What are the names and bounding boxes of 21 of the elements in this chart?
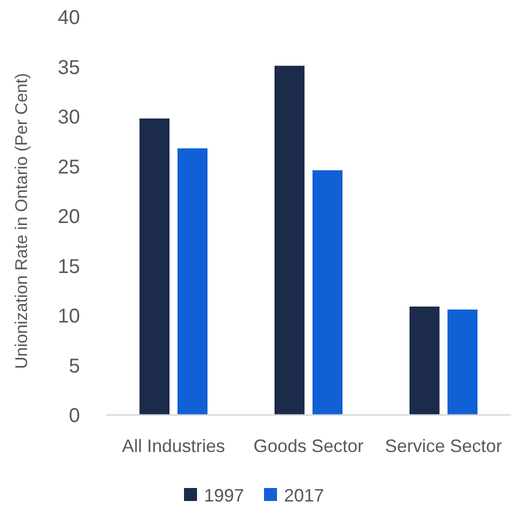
bar [274, 66, 304, 415]
legend-label: 1997 [204, 485, 244, 506]
y-tick-label: 30 [58, 106, 80, 128]
y-tick-label: 35 [58, 56, 80, 79]
x-tick-label: Goods Sector [253, 436, 364, 456]
bar [178, 148, 208, 415]
bar [448, 310, 478, 415]
y-tick-label: 40 [58, 7, 80, 29]
bar [410, 306, 440, 415]
y-tick-label: 10 [58, 306, 80, 328]
x-tick-label: All Industries [122, 436, 226, 456]
y-tick-label: 5 [68, 355, 80, 378]
y-tick-label: 20 [58, 206, 80, 228]
y-tick-label: 0 [68, 405, 80, 427]
x-tick-label: Service Sector [384, 436, 502, 456]
y-tick-label: 25 [58, 156, 80, 178]
y-axis-title: Unionization Rate in Ontario (Per Cent) [12, 73, 31, 369]
bar [312, 170, 342, 415]
legend-label: 2017 [284, 485, 324, 506]
bar [140, 118, 170, 415]
y-tick-label: 15 [58, 256, 80, 278]
